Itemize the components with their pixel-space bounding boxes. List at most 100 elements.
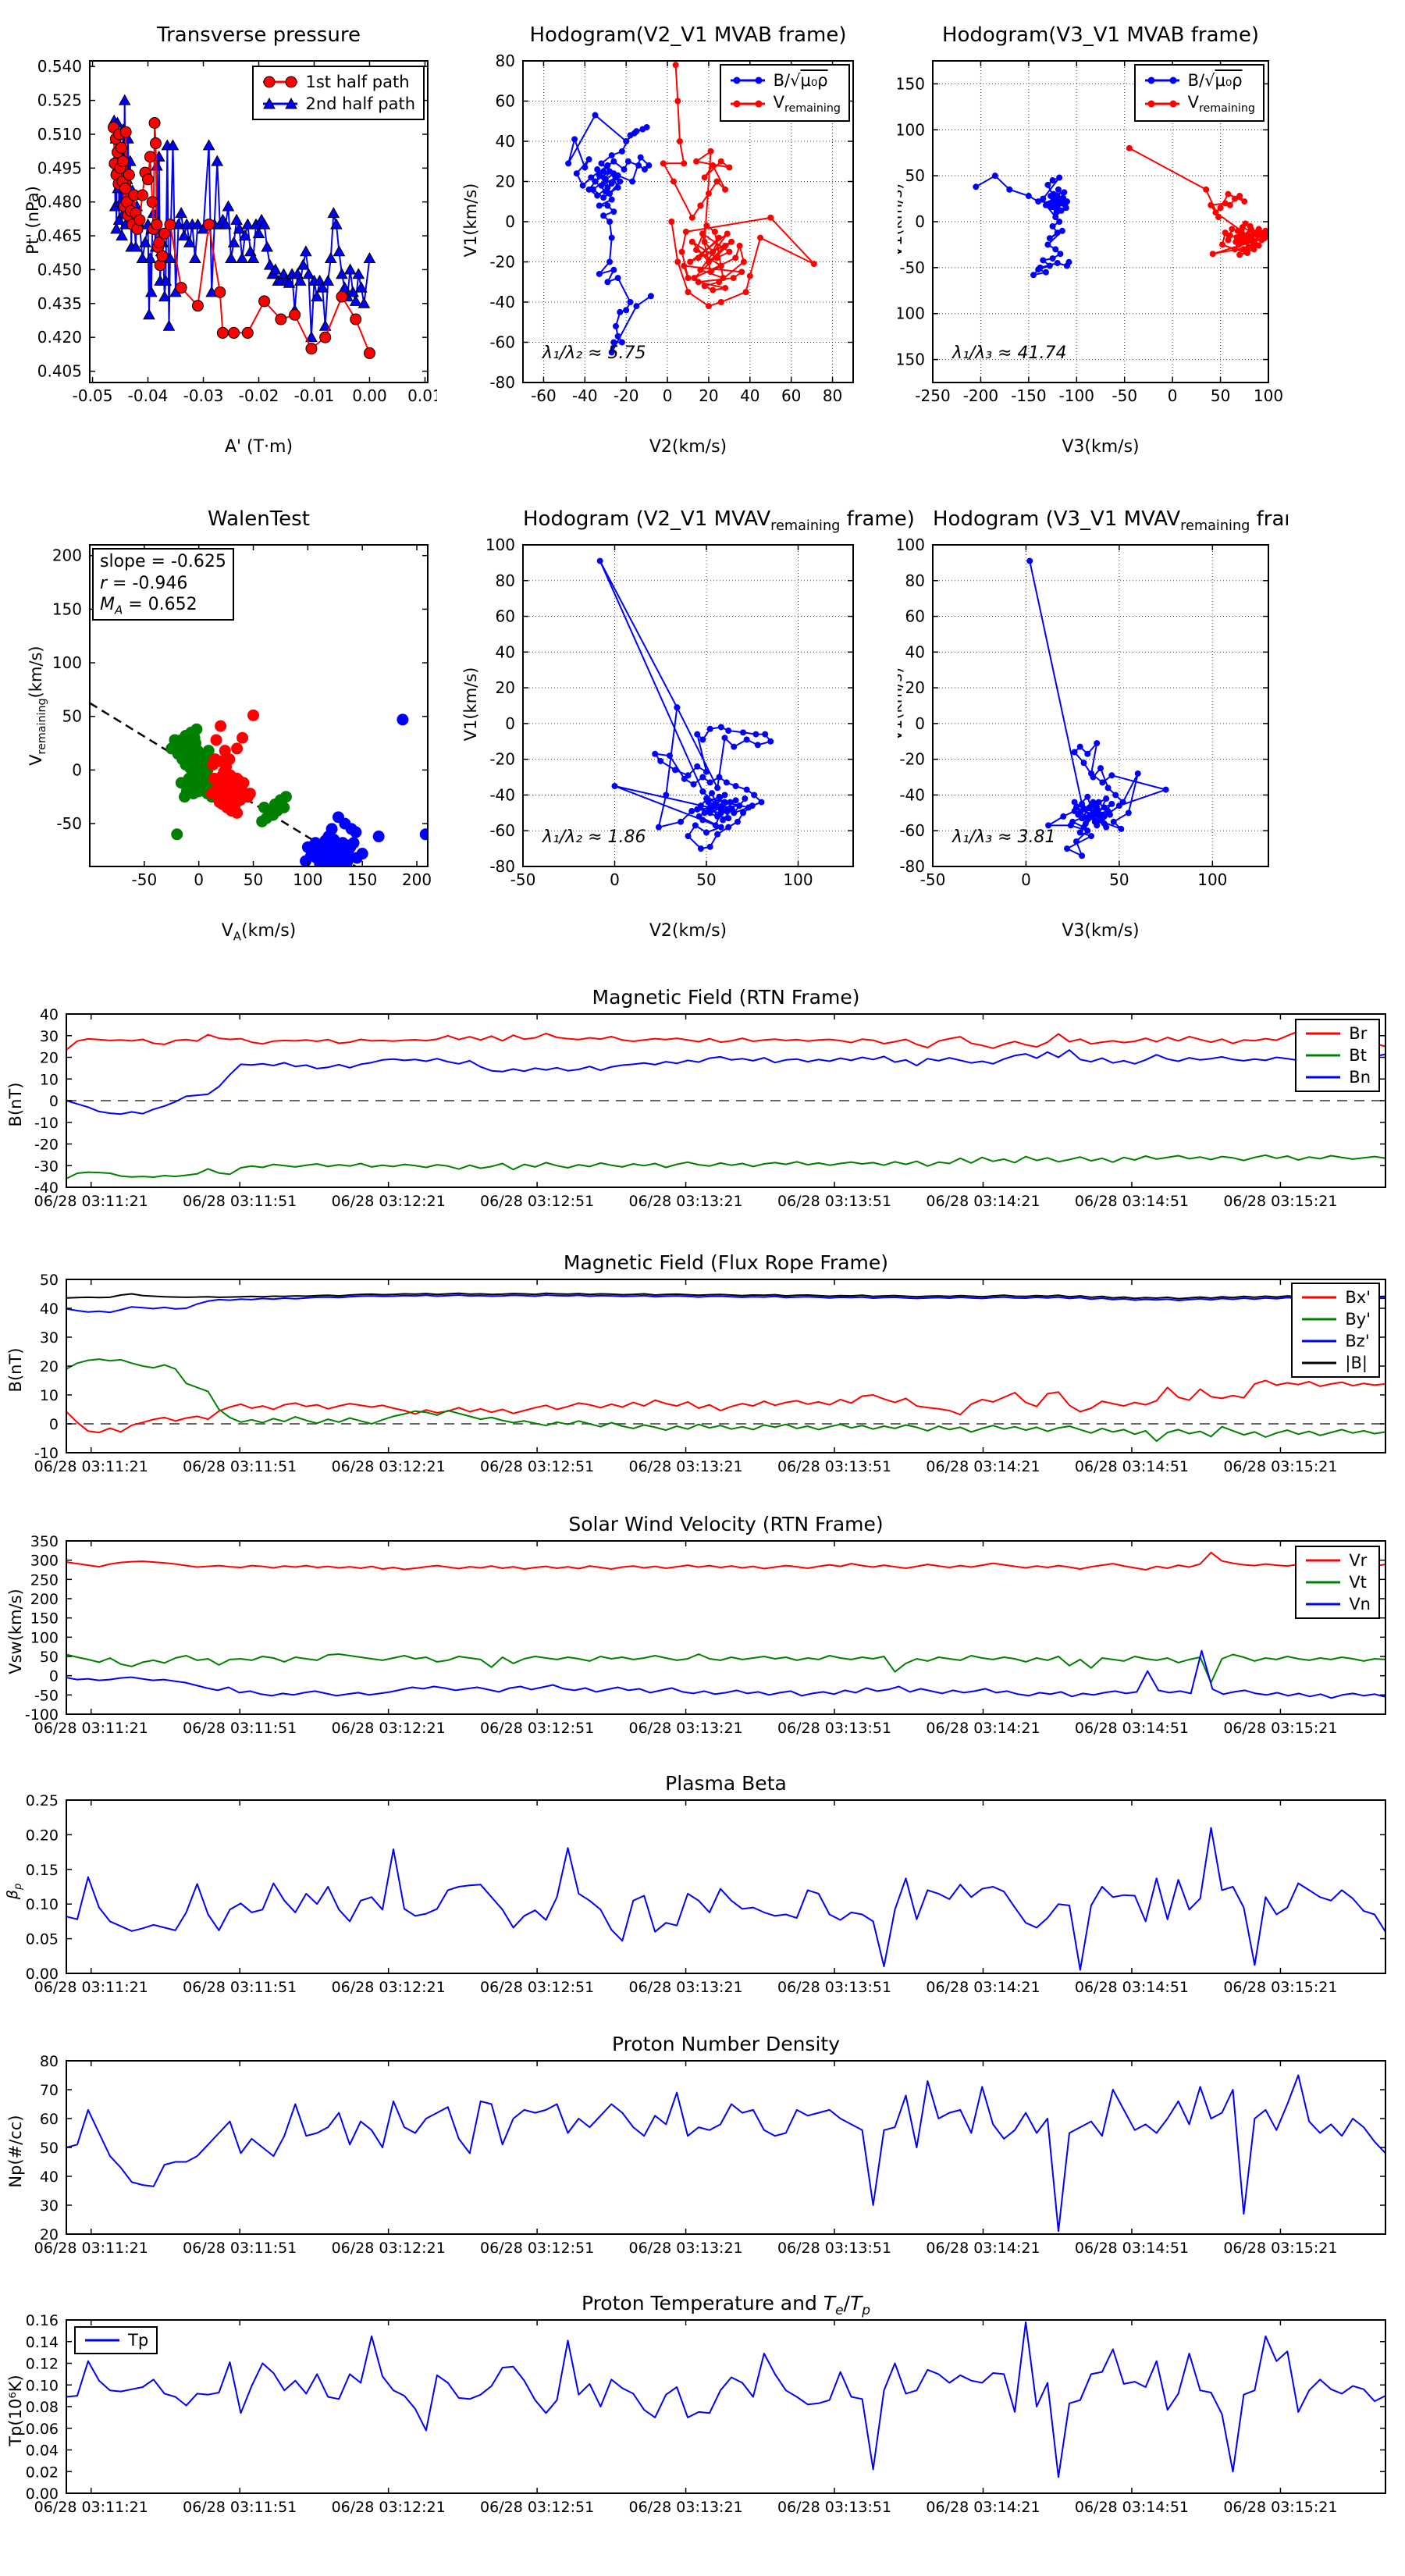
svg-text:60: 60 xyxy=(781,386,801,405)
plot-plasma-beta: Plasma Beta 06/28 03:11:21 06/28 03:11:51… xyxy=(0,1766,1405,2023)
svg-text:06/28 03:11:51: 06/28 03:11:51 xyxy=(183,2240,297,2257)
legend: Vr Vt Vn xyxy=(1295,1546,1380,1619)
plot-hodogram-v2v1-mvab: Hodogram(V2_V1 MVAB frame) -60 -40 -20 0 20 4… xyxy=(449,16,863,484)
svg-text:80: 80 xyxy=(905,571,925,590)
legend: Tp xyxy=(74,2326,158,2354)
fit-stats-box: slope = -0.625 r = -0.946 MA = 0.652 xyxy=(92,548,234,621)
svg-text:0.435: 0.435 xyxy=(37,294,82,313)
y-axis-label: V1(km/s) xyxy=(461,667,480,742)
line-swatch-icon xyxy=(1304,1553,1342,1568)
legend-entry: By' xyxy=(1300,1308,1371,1330)
svg-text:100: 100 xyxy=(1197,870,1227,889)
svg-text:0.525: 0.525 xyxy=(37,91,82,110)
svg-text:06/28 03:11:21: 06/28 03:11:21 xyxy=(34,2499,148,2516)
svg-text:-20: -20 xyxy=(899,750,925,769)
legend-entry: Bn xyxy=(1304,1066,1371,1088)
svg-text:50: 50 xyxy=(244,870,263,889)
svg-text:0: 0 xyxy=(49,1668,59,1685)
svg-text:150: 150 xyxy=(898,74,925,93)
svg-text:300: 300 xyxy=(30,1553,59,1570)
svg-text:-50: -50 xyxy=(920,870,946,889)
dot-marker-icon xyxy=(729,96,767,112)
legend-entry: B/√μ₀ρ xyxy=(1144,69,1255,91)
svg-text:100: 100 xyxy=(783,870,813,889)
svg-text:60: 60 xyxy=(905,607,925,626)
svg-text:06/28 03:11:21: 06/28 03:11:21 xyxy=(34,1720,148,1737)
line-swatch-icon xyxy=(84,2332,121,2348)
y-axis-label: B(nT) xyxy=(6,1347,25,1393)
svg-text:-40: -40 xyxy=(489,293,515,311)
svg-text:06/28 03:13:21: 06/28 03:13:21 xyxy=(629,1193,743,1210)
legend: Br Bt Bn xyxy=(1295,1019,1380,1092)
legend-entry: 1st half path xyxy=(261,71,416,93)
mach-number-value: MA = 0.652 xyxy=(100,595,197,617)
legend-label: B/√μ₀ρ xyxy=(1187,71,1243,90)
lambda-ratio-annotation: λ₁/λ₂ ≈ 1.86 xyxy=(542,827,646,847)
dot-marker-icon xyxy=(729,73,767,88)
svg-text:-20: -20 xyxy=(34,1137,59,1154)
svg-text:0.02: 0.02 xyxy=(26,2464,59,2481)
y-axis-label: V1(km/s) xyxy=(461,183,480,258)
legend-label: Bt xyxy=(1349,1046,1367,1065)
svg-text:40: 40 xyxy=(40,1300,59,1318)
svg-text:06/28 03:14:51: 06/28 03:14:51 xyxy=(1075,1720,1189,1737)
svg-text:0.00: 0.00 xyxy=(26,1966,59,1983)
legend-label: Bn xyxy=(1349,1068,1371,1087)
legend-entry: Br xyxy=(1304,1023,1371,1044)
svg-text:06/28 03:13:21: 06/28 03:13:21 xyxy=(629,2499,743,2516)
svg-text:06/28 03:12:21: 06/28 03:12:21 xyxy=(332,2240,446,2257)
svg-text:06/28 03:14:21: 06/28 03:14:21 xyxy=(926,1979,1040,1996)
svg-text:30: 30 xyxy=(40,2197,59,2215)
x-axis-label: A' (T·m) xyxy=(224,437,293,457)
svg-text:-60: -60 xyxy=(489,821,515,840)
plot-hodogram-v3v1-mvab: Hodogram(V3_V1 MVAB frame) -250 -200 -150-… xyxy=(898,16,1288,484)
plot-title: Hodogram (V2_V1 MVAVremaining frame) xyxy=(523,507,915,535)
svg-text:06/28 03:11:51: 06/28 03:11:51 xyxy=(183,2499,297,2516)
svg-text:06/28 03:12:51: 06/28 03:12:51 xyxy=(480,1193,594,1210)
proton-number-density-canvas: 06/28 03:11:21 06/28 03:11:51 06/28 03:12:… xyxy=(34,2053,1386,2257)
svg-text:06/28 03:14:51: 06/28 03:14:51 xyxy=(1075,1458,1189,1475)
svg-text:-10: -10 xyxy=(34,1115,59,1132)
svg-text:06/28 03:12:21: 06/28 03:12:21 xyxy=(332,1720,446,1737)
svg-text:06/28 03:12:51: 06/28 03:12:51 xyxy=(480,2240,594,2257)
legend: 1st half path 2nd half path xyxy=(251,66,425,120)
svg-text:40: 40 xyxy=(496,642,515,661)
y-axis-label: βp xyxy=(4,1883,24,1900)
svg-text:06/28 03:14:21: 06/28 03:14:21 xyxy=(926,2499,1040,2516)
svg-text:-150: -150 xyxy=(898,350,925,369)
y-axis-label: Np(#/cc) xyxy=(6,2115,25,2188)
svg-text:100: 100 xyxy=(898,120,925,139)
hodogram-v3v1-mvav-canvas: -50 0 50 100 -80 -60 -40 -20 0 20 40 60 80 100 xyxy=(898,537,1269,889)
legend-entry: Vr xyxy=(1304,1550,1371,1571)
svg-text:06/28 03:14:51: 06/28 03:14:51 xyxy=(1075,2240,1189,2257)
svg-text:0.04: 0.04 xyxy=(26,2443,59,2460)
plot-title: Magnetic Field (Flux Rope Frame) xyxy=(563,1251,889,1274)
svg-text:0.405: 0.405 xyxy=(37,362,82,381)
svg-text:150: 150 xyxy=(347,870,377,889)
svg-text:150: 150 xyxy=(52,600,82,618)
svg-text:20: 20 xyxy=(905,678,925,697)
lambda-ratio-annotation: λ₁/λ₃ ≈ 3.81 xyxy=(952,827,1056,847)
solar-wind-velocity-canvas: 06/28 03:11:21 06/28 03:11:51 06/28 03:12:… xyxy=(25,1533,1386,1737)
plot-title: Hodogram(V3_V1 MVAB frame) xyxy=(941,23,1260,47)
svg-text:06/28 03:14:21: 06/28 03:14:21 xyxy=(926,1458,1040,1475)
line-swatch-icon xyxy=(1304,1069,1342,1085)
svg-text:06/28 03:11:21: 06/28 03:11:21 xyxy=(34,1458,148,1475)
svg-text:40: 40 xyxy=(40,2169,59,2186)
svg-text:250: 250 xyxy=(30,1571,59,1589)
plot-magnetic-field-rtn: Magnetic Field (RTN Frame) 06/28 03:11:2… xyxy=(0,980,1405,1237)
x-axis-label: V2(km/s) xyxy=(649,921,727,941)
svg-text:-0.04: -0.04 xyxy=(128,386,169,405)
svg-text:-0.02: -0.02 xyxy=(239,386,279,405)
svg-text:-80: -80 xyxy=(489,857,515,876)
legend-label: Vr xyxy=(1349,1551,1368,1570)
svg-text:-20: -20 xyxy=(614,386,639,405)
svg-text:-60: -60 xyxy=(531,386,557,405)
legend-label: Vt xyxy=(1349,1573,1367,1592)
svg-text:50: 50 xyxy=(1211,386,1230,405)
legend-label: Bz' xyxy=(1345,1332,1370,1350)
plot-title: Plasma Beta xyxy=(665,1772,787,1795)
line-swatch-icon xyxy=(1300,1290,1338,1305)
svg-text:06/28 03:11:51: 06/28 03:11:51 xyxy=(183,1193,297,1210)
